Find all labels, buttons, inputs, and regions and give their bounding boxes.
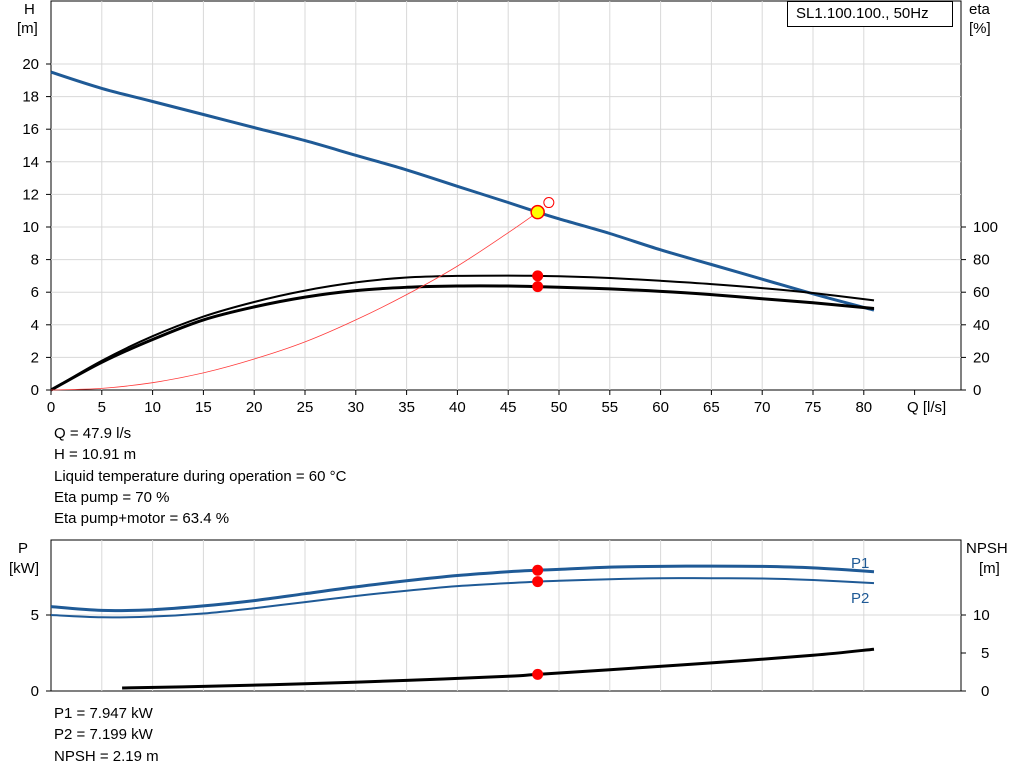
requested-duty-point xyxy=(543,197,555,209)
npsh-operating-marker xyxy=(532,668,544,680)
npsh-tick-label: 10 xyxy=(973,607,990,624)
head-axis-unit: [m] xyxy=(17,20,38,37)
head-readout: H = 10.91 m xyxy=(54,446,137,464)
head-tick-label: 8 xyxy=(31,252,39,269)
eta-axis-ticks: 0 20 40 60 80 100 xyxy=(961,219,998,399)
performance-horizontal-gridlines xyxy=(51,63,961,358)
eta-tick-label: 80 xyxy=(973,252,990,269)
head-curve xyxy=(50,70,875,312)
flow-readout: Q = 47.9 l/s xyxy=(54,425,132,442)
p1-readout: P1 = 7.947 kW xyxy=(54,705,153,722)
head-tick-label: 18 xyxy=(22,89,39,106)
eta-pump-motor-readout: Eta pump+motor = 63.4 % xyxy=(54,510,230,528)
eta-tick-label: 20 xyxy=(973,349,990,366)
eta-tick-label: 0 xyxy=(973,382,981,399)
npsh-tick-label: 5 xyxy=(981,645,989,662)
npsh-tick-label: 0 xyxy=(981,683,989,700)
power-operating-marker xyxy=(532,564,544,576)
p1-series-label: P1 xyxy=(851,555,869,572)
head-tick-label: 2 xyxy=(31,349,39,366)
power-axis-ticks: 05 xyxy=(31,607,51,700)
x-tick-label: 60 xyxy=(652,399,669,416)
p2-readout: P2 = 7.199 kW xyxy=(54,726,153,744)
head-tick-label: 10 xyxy=(22,219,39,236)
power-axis-unit: [kW] xyxy=(9,560,39,577)
operating-point-markers xyxy=(530,197,555,680)
head-axis-title: H xyxy=(24,1,35,18)
head-axis-ticks: 0 2 4 6 8 10 12 14 16 18 20 xyxy=(22,56,51,399)
performance-plot-frame xyxy=(50,0,962,391)
x-tick-label: 35 xyxy=(398,399,415,416)
x-tick-label: 25 xyxy=(297,399,314,416)
x-tick-label: 40 xyxy=(449,399,466,416)
head-tick-label: 0 xyxy=(31,382,39,399)
eta-operating-marker xyxy=(532,281,544,293)
x-tick-label: 75 xyxy=(805,399,822,416)
x-tick-label: 50 xyxy=(551,399,568,416)
x-tick-label: 20 xyxy=(246,399,263,416)
p1-curve xyxy=(50,564,875,613)
system-curve xyxy=(50,211,538,391)
operating-point-info: Q = 47.9 l/s H = 10.91 m Liquid temperat… xyxy=(54,423,346,529)
p2-series-label: P2 xyxy=(851,590,869,607)
npsh-readout: NPSH = 2.19 m xyxy=(54,747,159,765)
power-tick-label: 5 xyxy=(31,607,39,624)
x-tick-label: 10 xyxy=(144,399,161,416)
head-tick-label: 14 xyxy=(22,154,39,171)
power-tick-label: 0 xyxy=(31,683,39,700)
x-axis-ticks: 0 5 10 15 20 25 30 35 40 45 50 55 60 65 70 75 80 xyxy=(47,390,916,416)
x-tick-label: 45 xyxy=(500,399,517,416)
x-tick-label: 15 xyxy=(195,399,212,416)
head-tick-label: 4 xyxy=(31,317,39,334)
npsh-axis-title: NPSH xyxy=(966,540,1008,557)
eta-pump-readout: Eta pump = 70 % xyxy=(54,488,170,506)
eta-axis-title: eta xyxy=(969,1,991,18)
npsh-axis-ticks: 0 5 10 xyxy=(961,607,990,700)
npsh-axis-unit: [m] xyxy=(979,560,1000,577)
head-tick-label: 12 xyxy=(22,186,39,203)
x-tick-label: 0 xyxy=(47,399,55,416)
eta-pump-motor-curve xyxy=(50,284,875,392)
x-tick-label: 55 xyxy=(601,399,618,416)
eta-pump-curve xyxy=(50,274,875,391)
x-tick-label: 65 xyxy=(703,399,720,416)
p2-curve xyxy=(50,577,875,619)
eta-tick-label: 100 xyxy=(973,219,998,236)
x-tick-label: 5 xyxy=(98,399,106,416)
duty-point-marker xyxy=(530,204,545,220)
eta-operating-marker xyxy=(532,270,544,282)
head-tick-label: 6 xyxy=(31,284,39,301)
power-series xyxy=(50,564,875,690)
eta-tick-label: 60 xyxy=(973,284,990,301)
npsh-curve xyxy=(122,647,875,690)
power-operating-marker xyxy=(532,576,544,588)
liquid-temperature-readout: Liquid temperature during operation = 60… xyxy=(54,467,347,485)
x-tick-label: 70 xyxy=(754,399,771,416)
x-tick-label: 80 xyxy=(855,399,872,416)
power-axis-title: P xyxy=(18,540,28,557)
performance-series xyxy=(50,70,875,392)
head-tick-label: 16 xyxy=(22,121,39,138)
pump-model-label: SL1.100.100., 50Hz xyxy=(787,1,953,27)
power-info: P1 = 7.947 kW P2 = 7.199 kW NPSH = 2.19 … xyxy=(54,703,159,767)
x-axis-title: Q [l/s] xyxy=(907,399,946,416)
x-tick-label: 30 xyxy=(347,399,364,416)
eta-axis-unit: [%] xyxy=(969,20,991,37)
eta-tick-label: 40 xyxy=(973,317,990,334)
head-tick-label: 20 xyxy=(22,56,39,73)
